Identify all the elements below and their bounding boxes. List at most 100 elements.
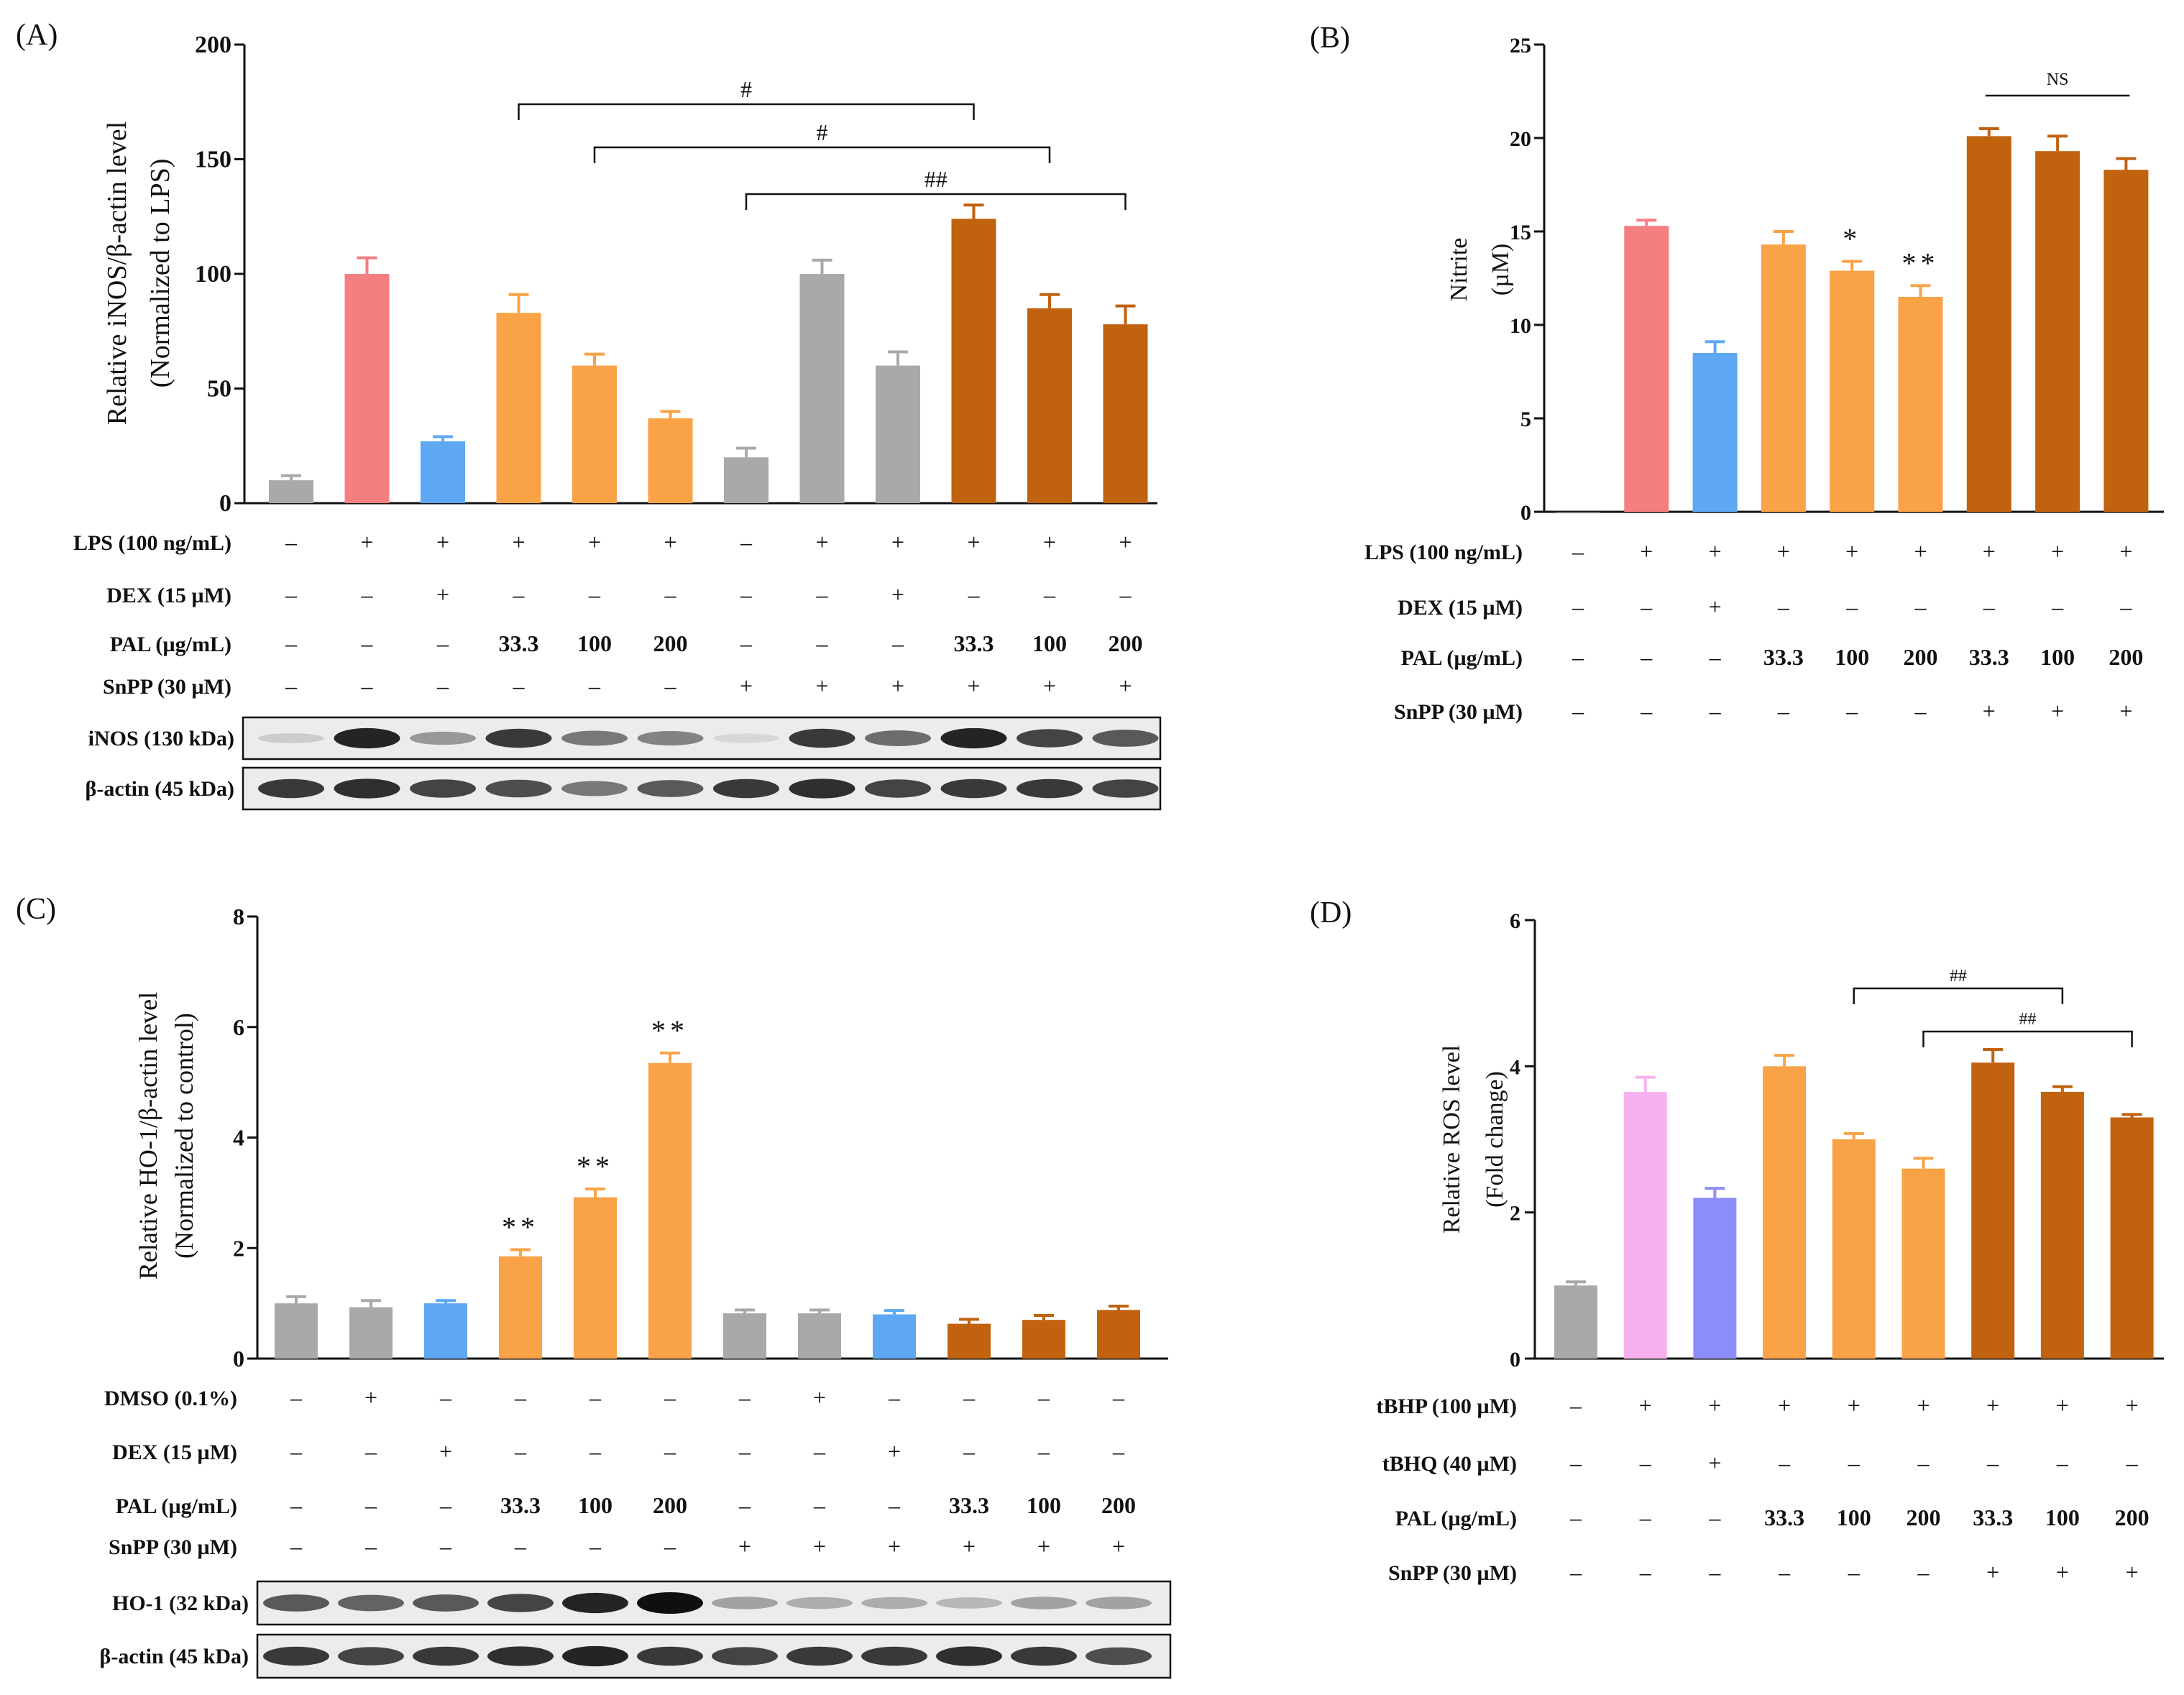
treatment-cell: – xyxy=(589,1384,602,1410)
bar xyxy=(1898,297,1943,512)
bar xyxy=(1624,226,1669,512)
treatment-row-label: SnPP (30 µM) xyxy=(1394,700,1523,724)
treatment-cell: + xyxy=(1709,594,1722,620)
treatment-cell: – xyxy=(1708,1505,1721,1530)
bar xyxy=(1027,308,1072,503)
treatment-cell: + xyxy=(740,673,753,699)
blot-band xyxy=(712,1647,778,1666)
treatment-cell: + xyxy=(2119,698,2132,724)
treatment-cell: 33.3 xyxy=(949,1492,989,1518)
bracket-label: ## xyxy=(2019,1010,2037,1029)
treatment-cell: – xyxy=(888,1384,901,1410)
bar xyxy=(1097,1310,1140,1359)
blot-band xyxy=(413,1594,479,1612)
bar xyxy=(951,219,996,503)
y-axis-label: (Normalized to control) xyxy=(170,1013,198,1259)
treatment-cell: 100 xyxy=(577,630,612,656)
y-tick-label: 0 xyxy=(219,490,231,517)
treatment-cell: – xyxy=(1639,1450,1652,1476)
bar xyxy=(1763,1066,1807,1359)
treatment-cell: + xyxy=(738,1533,751,1559)
significance-mark: ** xyxy=(1902,247,1940,279)
treatment-cell: – xyxy=(1778,1559,1791,1585)
treatment-cell: – xyxy=(1914,698,1927,724)
treatment-cell: – xyxy=(1572,538,1584,564)
treatment-cell: – xyxy=(816,582,829,607)
blot-band xyxy=(637,780,704,797)
y-axis-label: Nitrite xyxy=(1446,238,1472,302)
y-tick-label: 4 xyxy=(1510,1055,1520,1079)
treatment-cell: + xyxy=(2126,1559,2139,1585)
y-tick-label: 10 xyxy=(1510,314,1531,338)
treatment-cell: + xyxy=(1986,1392,1999,1418)
blot-band xyxy=(338,1594,404,1612)
treatment-cell: – xyxy=(285,582,298,607)
blot-band xyxy=(861,1646,927,1666)
bar xyxy=(496,313,541,503)
treatment-cell: – xyxy=(1917,1559,1930,1585)
treatment-cell: – xyxy=(1572,594,1584,620)
treatment-cell: + xyxy=(888,1533,901,1559)
ns-label: NS xyxy=(2047,70,2069,89)
treatment-row-label: SnPP (30 µM) xyxy=(1388,1561,1517,1585)
treatment-cell: – xyxy=(1639,1559,1652,1585)
bar xyxy=(1556,512,1600,513)
treatment-row-label: PAL (µg/mL) xyxy=(110,633,231,656)
treatment-cell: + xyxy=(1119,529,1132,555)
treatment-cell: – xyxy=(361,582,374,607)
treatment-cell: + xyxy=(1043,529,1056,555)
treatment-cell: – xyxy=(1572,698,1584,724)
treatment-cell: + xyxy=(891,529,904,555)
treatment-cell: + xyxy=(813,1384,826,1410)
treatment-cell: – xyxy=(963,1438,976,1464)
blot-band xyxy=(1086,1597,1152,1609)
blot-band xyxy=(789,728,855,748)
blot-band xyxy=(258,733,324,743)
treatment-cell: 100 xyxy=(1835,644,1869,670)
treatment-row-label: LPS (100 ng/mL) xyxy=(73,531,231,555)
treatment-cell: 33.3 xyxy=(1969,644,2009,670)
treatment-cell: – xyxy=(1640,698,1653,724)
bar xyxy=(1623,1091,1667,1359)
blot-band xyxy=(789,778,855,799)
bar xyxy=(876,365,920,503)
blot-band xyxy=(940,727,1007,749)
treatment-cell: – xyxy=(738,1384,751,1410)
bracket-label: # xyxy=(740,76,752,102)
bar xyxy=(269,480,313,503)
bar xyxy=(1832,1139,1876,1359)
treatment-cell: + xyxy=(1848,1392,1860,1418)
treatment-cell: – xyxy=(2056,1450,2069,1476)
treatment-cell: – xyxy=(436,630,449,656)
panel-b-letter: (B) xyxy=(1310,22,1350,55)
treatment-cell: – xyxy=(514,1438,527,1464)
treatment-cell: + xyxy=(588,529,601,555)
y-axis-label: (Fold change) xyxy=(1482,1071,1508,1208)
treatment-cell: – xyxy=(1845,594,1858,620)
treatment-cell: – xyxy=(361,673,374,699)
treatment-cell: 200 xyxy=(653,630,688,656)
treatment-cell: + xyxy=(1845,538,1858,564)
y-tick-label: 2 xyxy=(1510,1202,1520,1226)
panel-c-chart: 0 2 4 6 8 Relative HO-1/β-actin level (Normali… xyxy=(100,904,1172,1679)
treatment-cell: – xyxy=(1848,1450,1860,1476)
significance-bracket xyxy=(593,146,1051,163)
treatment-cell: – xyxy=(290,1533,303,1559)
treatment-cell: + xyxy=(813,1533,826,1559)
blot-band xyxy=(712,1597,778,1609)
treatment-cell: – xyxy=(1572,644,1584,670)
treatment-cell: – xyxy=(664,1384,676,1410)
y-axis-label: Relative iNOS/β-actin level xyxy=(102,121,132,425)
treatment-cell: + xyxy=(2051,538,2064,564)
treatment-cell: – xyxy=(513,673,526,699)
y-tick-label: 25 xyxy=(1510,34,1531,58)
treatment-cell: 100 xyxy=(578,1492,612,1518)
treatment-cell: – xyxy=(1983,594,1996,620)
y-axis-label: (Normalized to LPS) xyxy=(145,159,175,388)
treatment-cell: – xyxy=(1986,1450,1999,1476)
y-tick-label: 0 xyxy=(1510,1348,1520,1372)
treatment-cell: – xyxy=(1639,1505,1652,1530)
treatment-cell: + xyxy=(2056,1559,2069,1585)
bar xyxy=(799,274,845,503)
